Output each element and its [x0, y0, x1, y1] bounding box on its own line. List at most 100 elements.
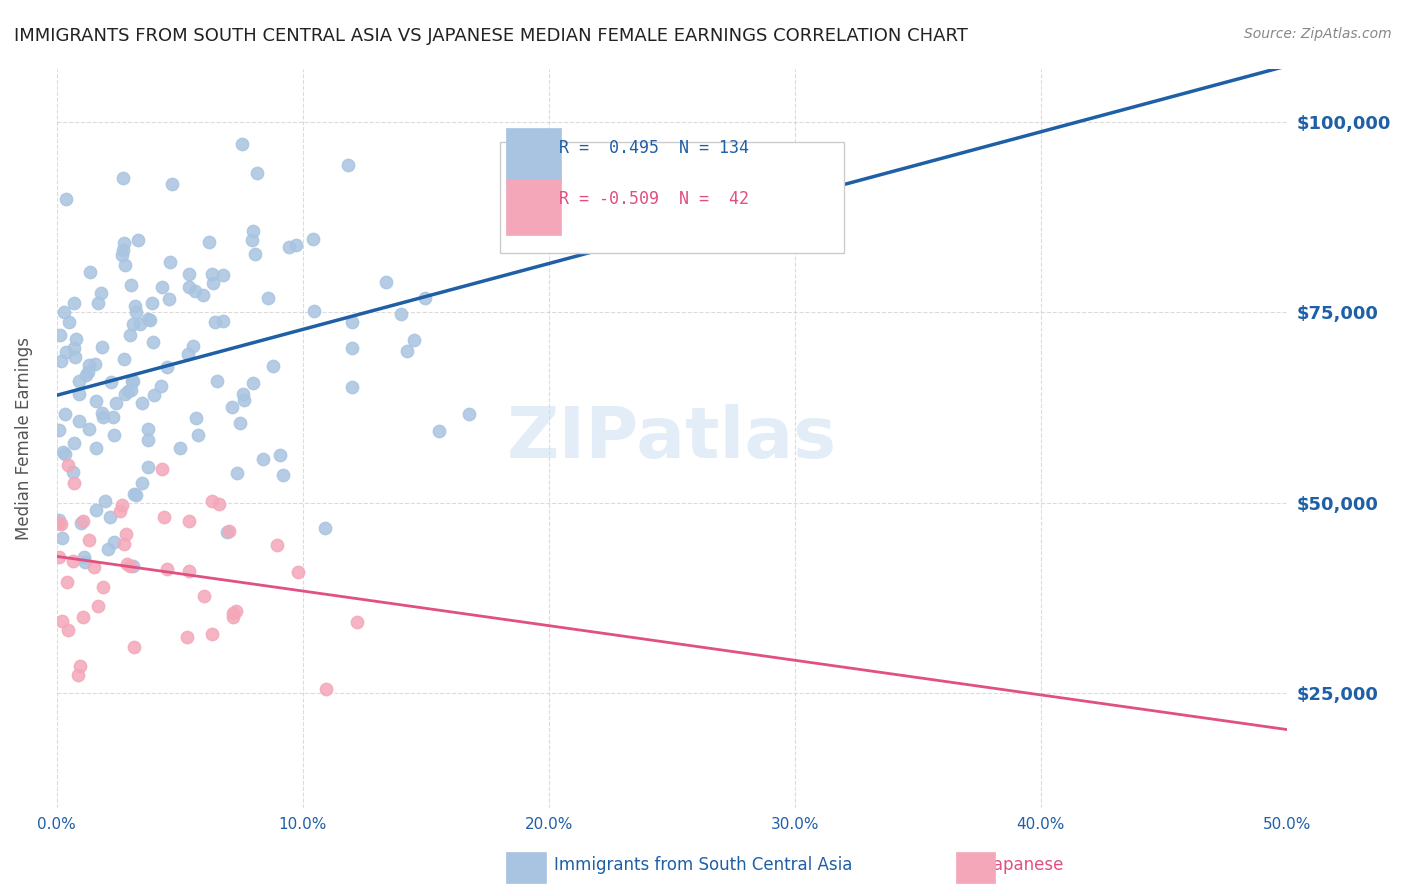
- Point: [63, 296, 86, 310]
- Point: [143, 388, 166, 402]
- Text: R =  0.495  N = 134: R = 0.495 N = 134: [558, 139, 748, 157]
- Text: R = -0.509  N =  42: R = -0.509 N = 42: [558, 191, 748, 209]
- Point: [208, 497, 231, 511]
- Point: [269, 448, 291, 462]
- Point: [75, 368, 97, 383]
- Point: [141, 296, 163, 310]
- Point: [97, 541, 120, 556]
- Point: [65, 332, 87, 346]
- Point: [55, 345, 77, 359]
- FancyBboxPatch shape: [506, 179, 561, 235]
- Point: [212, 268, 235, 283]
- Point: [200, 493, 222, 508]
- Point: [51, 614, 73, 628]
- Point: [114, 259, 136, 273]
- Point: [131, 396, 153, 410]
- Point: [205, 375, 228, 389]
- Point: [125, 305, 148, 319]
- Point: [389, 307, 412, 321]
- Point: [221, 400, 243, 414]
- Point: [181, 339, 204, 353]
- Point: [48, 327, 70, 342]
- Point: [233, 392, 256, 407]
- Point: [91, 580, 114, 594]
- Point: [193, 590, 215, 604]
- Point: [56, 458, 79, 472]
- Point: [103, 535, 125, 549]
- Point: [222, 607, 245, 621]
- Point: [63, 435, 86, 450]
- Point: [153, 510, 176, 524]
- Point: [184, 284, 207, 298]
- Point: [121, 374, 143, 388]
- Point: [100, 375, 122, 389]
- Point: [232, 387, 254, 401]
- Point: [242, 224, 264, 238]
- Point: [63, 341, 86, 355]
- Point: [104, 396, 127, 410]
- Point: [111, 171, 134, 186]
- Point: [111, 498, 134, 512]
- Point: [62, 554, 84, 568]
- Point: [402, 334, 425, 348]
- Text: IMMIGRANTS FROM SOUTH CENTRAL ASIA VS JAPANESE MEDIAN FEMALE EARNINGS CORRELATIO: IMMIGRANTS FROM SOUTH CENTRAL ASIA VS JA…: [14, 27, 967, 45]
- Point: [314, 521, 336, 535]
- Point: [242, 376, 264, 390]
- Point: [179, 515, 201, 529]
- Point: [501, 194, 523, 209]
- Point: [49, 354, 72, 368]
- Point: [225, 604, 247, 618]
- Point: [48, 516, 70, 530]
- Point: [73, 549, 96, 564]
- Point: [136, 434, 159, 448]
- Point: [150, 378, 173, 392]
- Point: [127, 233, 149, 247]
- Point: [121, 558, 143, 573]
- Point: [101, 410, 124, 425]
- Point: [122, 317, 145, 331]
- Point: [266, 539, 288, 553]
- Point: [204, 315, 226, 329]
- Text: Japanese: Japanese: [988, 856, 1064, 874]
- Point: [67, 668, 90, 682]
- Point: [177, 268, 200, 282]
- Point: [186, 411, 208, 425]
- Point: [374, 276, 396, 290]
- Point: [136, 460, 159, 475]
- Point: [91, 409, 114, 424]
- Point: [69, 374, 91, 388]
- Text: Immigrants from South Central Asia: Immigrants from South Central Asia: [554, 856, 852, 874]
- Point: [77, 421, 100, 435]
- Point: [302, 232, 325, 246]
- Point: [56, 624, 79, 638]
- Point: [53, 447, 76, 461]
- Point: [84, 393, 107, 408]
- Point: [55, 193, 77, 207]
- Text: ZIPatlas: ZIPatlas: [506, 403, 837, 473]
- Point: [72, 514, 94, 528]
- Point: [122, 487, 145, 501]
- Point: [315, 681, 337, 696]
- Point: [48, 513, 70, 527]
- Point: [193, 288, 215, 302]
- Point: [284, 238, 307, 252]
- Point: [150, 280, 173, 294]
- Point: [177, 280, 200, 294]
- Point: [136, 312, 159, 326]
- Point: [124, 299, 146, 313]
- Point: [111, 248, 134, 262]
- Point: [69, 658, 91, 673]
- Point: [156, 562, 179, 576]
- Point: [179, 564, 201, 578]
- Point: [243, 246, 266, 260]
- Point: [117, 384, 139, 398]
- Point: [415, 291, 437, 305]
- Y-axis label: Median Female Earnings: Median Female Earnings: [15, 336, 32, 540]
- Point: [176, 631, 198, 645]
- Point: [246, 166, 269, 180]
- FancyBboxPatch shape: [506, 128, 561, 183]
- Point: [51, 531, 73, 545]
- Point: [201, 267, 224, 281]
- Point: [218, 524, 240, 538]
- Point: [257, 291, 280, 305]
